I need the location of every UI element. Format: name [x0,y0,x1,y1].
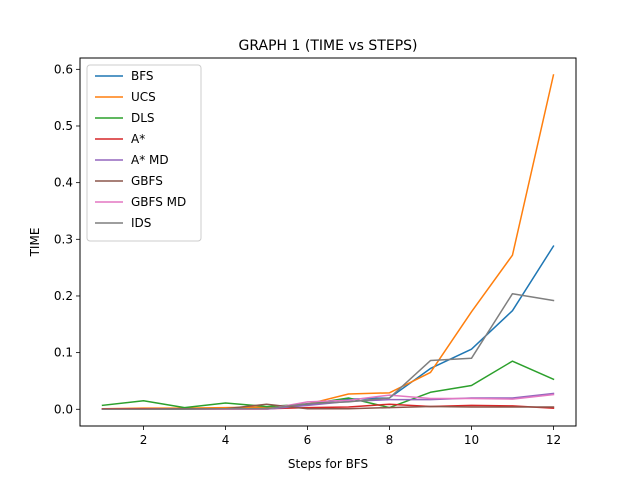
x-tick-label: 6 [304,433,312,447]
y-tick-label: 0.5 [54,119,73,133]
legend-label: GBFS MD [131,195,186,209]
legend-label: A* MD [131,153,169,167]
y-tick-label: 0.2 [54,289,73,303]
y-tick-label: 0.4 [54,176,73,190]
legend-label: DLS [131,111,155,125]
plot-area-frame [79,57,577,427]
x-tick-label: 8 [386,433,394,447]
y-axis-title: TIME [28,228,42,258]
series-lines [101,74,555,411]
x-tick-label: 4 [222,433,230,447]
x-tick-label: 2 [140,433,148,447]
y-tick-label: 0.1 [54,346,73,360]
legend-label: UCS [131,90,156,104]
x-tick-label: 10 [464,433,479,447]
x-tick-label: 12 [546,433,561,447]
y-tick-label: 0.0 [54,402,73,416]
legend-label: A* [131,132,145,146]
legend-label: BFS [131,69,154,83]
legend: BFS UCS DLS A* A* MD GBFS GBFS MD IDS [86,64,202,242]
series-line-ids [101,292,555,411]
legend-label: GBFS [131,174,163,188]
axis-ticks: 2 4 6 8 10 12 0.0 0.1 0.2 0.3 0.4 0.5 0.6 [54,62,561,447]
chart-title: GRAPH 1 (TIME vs STEPS) [239,38,418,54]
y-tick-label: 0.3 [54,232,73,246]
legend-box [86,64,202,242]
y-tick-label: 0.6 [54,62,73,76]
x-axis-title: Steps for BFS [288,457,368,471]
legend-label: IDS [131,216,151,230]
